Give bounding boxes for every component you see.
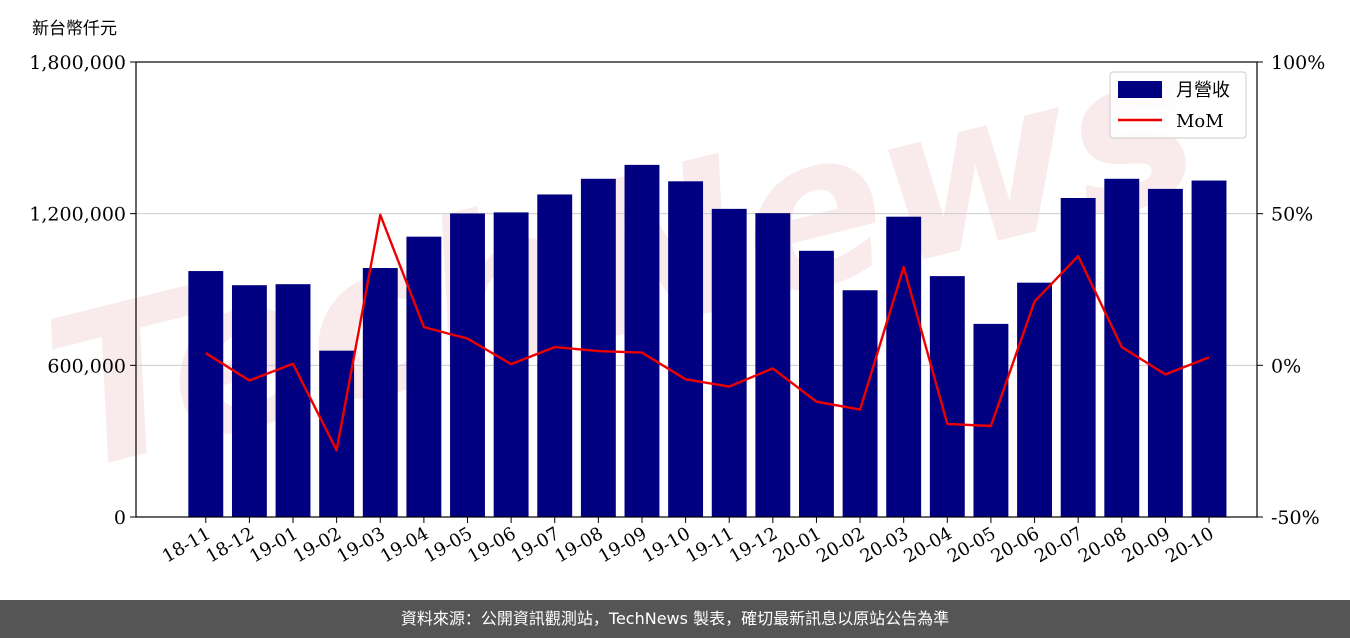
x-tick-label: 19-07 (508, 523, 563, 567)
x-tick-label: 20-05 (944, 523, 999, 567)
revenue-bar (1017, 282, 1052, 517)
revenue-bar (886, 216, 922, 517)
revenue-bar (755, 213, 791, 517)
y-right-tick-label: -50% (1271, 507, 1320, 529)
x-tick-label: 18-11 (159, 523, 214, 567)
revenue-bar (711, 208, 747, 517)
y-right-tick-label: 0% (1271, 355, 1301, 377)
revenue-bar (362, 268, 398, 517)
source-footer: 資料來源：公開資訊觀測站，TechNews 製表，確切最新訊息以原站公告為準 (0, 600, 1350, 638)
y-left-tick-label: 600,000 (47, 355, 126, 377)
revenue-bar (973, 323, 1009, 517)
x-tick-label: 20-06 (988, 523, 1043, 567)
legend-label-mom: MoM (1176, 111, 1224, 132)
revenue-bar (537, 194, 573, 517)
revenue-bar (799, 250, 834, 517)
y-left-tick-label: 0 (114, 507, 126, 529)
x-tick-label: 20-08 (1075, 523, 1130, 567)
y-right-tick-label: 50% (1271, 204, 1313, 226)
revenue-bar (1147, 188, 1183, 517)
x-tick-label: 19-12 (726, 523, 781, 567)
revenue-bar (319, 350, 355, 517)
x-tick-label: 20-04 (900, 523, 955, 567)
revenue-bar (842, 290, 878, 517)
revenue-bar (929, 276, 965, 517)
revenue-bar (668, 181, 704, 518)
x-tick-label: 19-05 (421, 523, 476, 567)
y-left-tick-label: 1,200,000 (29, 204, 126, 226)
plot-frame (135, 61, 1258, 518)
x-tick-label: 20-09 (1118, 523, 1173, 567)
monthly-revenue-chart: TechNews 0600,0001,200,0001,800,000-50%0… (25, 0, 1325, 567)
x-tick-label: 20-07 (1031, 523, 1086, 567)
x-tick-label: 19-04 (377, 523, 432, 567)
y-right-tick-label: 100% (1271, 52, 1325, 74)
y-axis-unit-label: 新台幣仟元 (32, 19, 117, 39)
x-tick-label: 20-01 (770, 523, 825, 567)
x-tick-label: 19-11 (682, 523, 737, 567)
mom-line-path (205, 213, 1210, 452)
x-tick-label: 20-02 (813, 523, 868, 567)
x-tick-label: 19-10 (639, 523, 694, 567)
legend-swatch-revenue (1118, 81, 1162, 98)
mom-line (205, 213, 1210, 452)
revenue-bar (406, 236, 442, 518)
x-tick-label: 19-09 (595, 523, 650, 567)
revenue-bars (188, 164, 1227, 518)
legend: 月營收 MoM (1109, 71, 1247, 139)
revenue-bar (580, 178, 616, 518)
revenue-bar (231, 285, 267, 517)
revenue-bar (275, 284, 311, 517)
x-tick-label: 19-06 (464, 523, 519, 567)
revenue-bar (188, 271, 224, 517)
x-tick-label: 19-02 (290, 523, 345, 567)
x-tick-label: 20-03 (857, 523, 912, 567)
axes (135, 61, 1258, 518)
x-tick-label: 19-03 (333, 523, 388, 567)
revenue-bar (450, 213, 485, 518)
x-tick-label: 19-01 (246, 523, 301, 567)
revenue-bar (1060, 197, 1096, 517)
revenue-bar (624, 164, 660, 517)
legend-label-revenue: 月營收 (1176, 80, 1230, 101)
x-tick-label: 18-12 (202, 523, 257, 567)
x-tick-label: 19-08 (551, 523, 606, 567)
revenue-bar (1191, 180, 1227, 517)
x-tick-label: 20-10 (1162, 523, 1217, 567)
y-left-tick-label: 1,800,000 (29, 52, 126, 74)
